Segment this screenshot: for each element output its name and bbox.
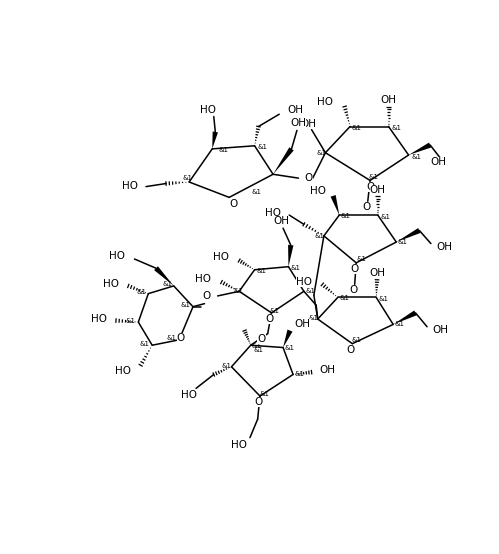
- Text: &1: &1: [352, 337, 362, 343]
- Text: HO: HO: [196, 274, 212, 284]
- Text: HO: HO: [181, 390, 197, 401]
- Text: &1: &1: [219, 147, 229, 153]
- Text: OH: OH: [436, 242, 452, 252]
- Text: HO: HO: [91, 314, 107, 324]
- Text: &1: &1: [369, 173, 379, 179]
- Text: OH: OH: [319, 365, 335, 375]
- Text: OH: OH: [301, 119, 317, 129]
- Text: &1: &1: [339, 295, 349, 301]
- Polygon shape: [396, 228, 421, 242]
- Text: &1: &1: [341, 213, 351, 219]
- Polygon shape: [409, 142, 431, 155]
- Text: OH: OH: [433, 325, 449, 335]
- Text: O: O: [229, 198, 237, 208]
- Text: OH: OH: [381, 95, 397, 105]
- Text: HO: HO: [317, 97, 333, 107]
- Text: O: O: [349, 285, 357, 295]
- Text: HO: HO: [265, 208, 281, 218]
- Polygon shape: [330, 195, 339, 215]
- Text: &1: &1: [257, 145, 267, 150]
- Polygon shape: [154, 266, 174, 286]
- Text: &1: &1: [284, 345, 294, 351]
- Text: O: O: [203, 291, 211, 301]
- Text: &1: &1: [305, 288, 315, 294]
- Text: HO: HO: [115, 366, 131, 376]
- Text: O: O: [266, 314, 274, 324]
- Text: &1: &1: [181, 302, 191, 308]
- Polygon shape: [283, 330, 292, 347]
- Text: &1: &1: [270, 309, 280, 314]
- Text: &1: &1: [380, 214, 390, 219]
- Text: HO: HO: [296, 277, 312, 287]
- Text: OH: OH: [294, 319, 310, 329]
- Text: &1: &1: [125, 317, 135, 324]
- Text: OH: OH: [370, 184, 386, 194]
- Text: HO: HO: [310, 186, 326, 196]
- Text: HO: HO: [213, 253, 229, 263]
- Text: OH: OH: [273, 216, 289, 226]
- Text: OH: OH: [290, 117, 306, 127]
- Text: &1: &1: [315, 233, 325, 239]
- Text: O: O: [254, 397, 262, 407]
- Polygon shape: [212, 131, 218, 149]
- Text: &1: &1: [352, 125, 362, 131]
- Text: O: O: [351, 264, 359, 274]
- Text: &1: &1: [222, 363, 232, 369]
- Text: &1: &1: [294, 372, 304, 377]
- Text: OH: OH: [430, 157, 446, 167]
- Text: O: O: [304, 173, 313, 183]
- Text: &1: &1: [397, 239, 407, 245]
- Text: HO: HO: [109, 251, 125, 261]
- Text: &1: &1: [140, 341, 150, 347]
- Text: &1: &1: [254, 347, 264, 353]
- Text: &1: &1: [317, 150, 327, 156]
- Text: &1: &1: [233, 288, 243, 294]
- Text: &1: &1: [162, 281, 172, 288]
- Text: HO: HO: [103, 279, 119, 289]
- Text: OH: OH: [369, 268, 385, 278]
- Text: &1: &1: [259, 391, 269, 397]
- Text: &1: &1: [251, 343, 261, 349]
- Polygon shape: [288, 245, 293, 266]
- Text: &1: &1: [290, 265, 300, 271]
- Text: &1: &1: [395, 321, 405, 327]
- Text: HO: HO: [122, 181, 138, 191]
- Text: &1: &1: [412, 153, 422, 160]
- Text: O: O: [366, 182, 374, 192]
- Text: &1: &1: [182, 175, 192, 181]
- Text: O: O: [347, 345, 355, 355]
- Text: O: O: [177, 332, 185, 342]
- Text: &1: &1: [392, 125, 402, 131]
- Text: &1: &1: [251, 189, 261, 195]
- Text: O: O: [257, 334, 265, 344]
- Polygon shape: [393, 310, 417, 325]
- Text: &1: &1: [256, 268, 266, 274]
- Text: &1: &1: [379, 296, 389, 302]
- Text: HO: HO: [231, 439, 247, 449]
- Text: HO: HO: [201, 105, 217, 115]
- Text: &1: &1: [136, 289, 146, 295]
- Text: &1: &1: [356, 256, 366, 262]
- Text: O: O: [362, 202, 370, 212]
- Text: &1: &1: [308, 315, 318, 321]
- Polygon shape: [273, 147, 294, 175]
- Text: &1: &1: [167, 335, 177, 341]
- Text: OH: OH: [287, 105, 303, 115]
